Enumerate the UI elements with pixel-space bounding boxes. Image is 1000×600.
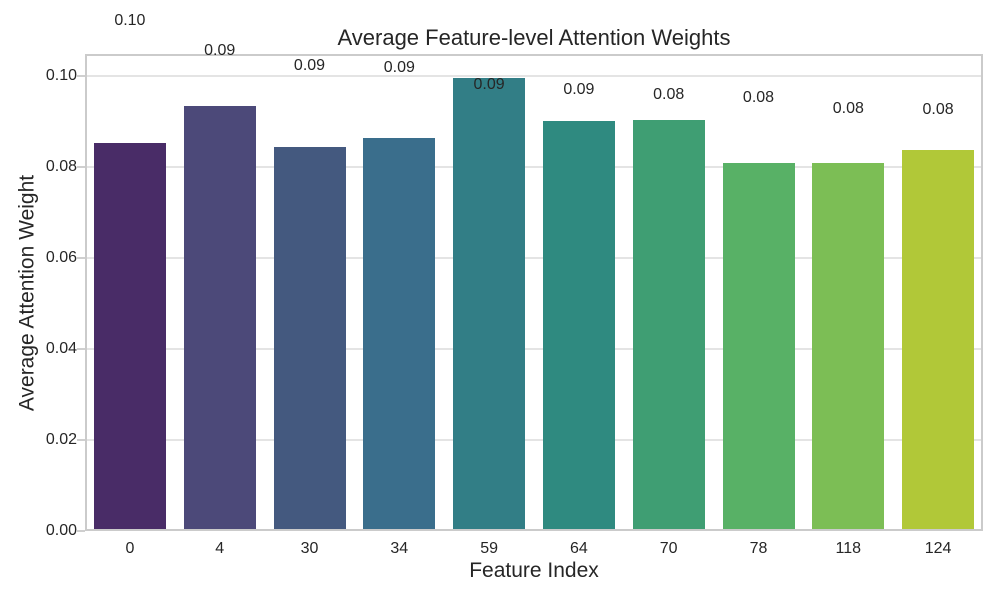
bar (363, 138, 436, 531)
bar (722, 163, 795, 531)
y-axis-label: Average Attention Weight (15, 174, 39, 411)
chart-title: Average Feature-level Attention Weights (337, 25, 731, 50)
gridline (85, 348, 983, 350)
x-tick-label: 70 (659, 540, 678, 557)
bar (632, 119, 705, 531)
x-axis-label: Feature Index (469, 559, 599, 582)
bar (542, 121, 615, 531)
y-tick-mark (77, 166, 85, 168)
bar-value-label: 0.08 (742, 88, 775, 106)
bar (183, 106, 256, 531)
bar-value-label: 0.09 (204, 41, 236, 59)
x-tick-label: 30 (300, 540, 319, 557)
y-tick-mark (77, 348, 85, 350)
bar (93, 142, 166, 531)
y-tick-label: 0.04 (45, 339, 77, 357)
x-tick-label: 0 (125, 540, 135, 557)
bar-value-label: 0.09 (473, 75, 505, 93)
bar-value-label: 0.09 (293, 56, 326, 74)
bar-value-label: 0.10 (114, 12, 146, 30)
gridline (85, 166, 983, 168)
bar-value-label: 0.09 (383, 58, 415, 76)
bar-value-label: 0.08 (832, 99, 864, 117)
gridline (85, 257, 983, 259)
y-tick-label: 0.08 (45, 157, 77, 175)
bar-value-label: 0.08 (653, 85, 685, 103)
y-tick-mark (77, 530, 85, 532)
y-tick-label: 0.02 (45, 430, 77, 448)
x-tick-label: 59 (480, 540, 498, 557)
y-tick-mark (77, 439, 85, 441)
bar (812, 163, 885, 531)
x-tick-label: 124 (924, 540, 952, 557)
gridline (85, 439, 983, 441)
x-tick-label: 118 (835, 540, 862, 557)
bar (902, 150, 975, 531)
x-tick-label: 64 (569, 540, 588, 557)
x-tick-label: 78 (749, 540, 768, 557)
bar (273, 147, 346, 531)
y-tick-label: 0.00 (45, 522, 77, 539)
bar-value-label: 0.09 (563, 81, 595, 99)
x-tick-label: 4 (215, 540, 225, 557)
x-tick-label: 34 (390, 540, 409, 557)
gridline (85, 75, 983, 77)
y-tick-mark (77, 75, 85, 77)
y-tick-label: 0.10 (45, 66, 77, 84)
bar (453, 78, 526, 531)
y-tick-mark (77, 257, 85, 259)
bar-value-label: 0.08 (922, 101, 954, 119)
y-tick-label: 0.06 (45, 248, 77, 266)
